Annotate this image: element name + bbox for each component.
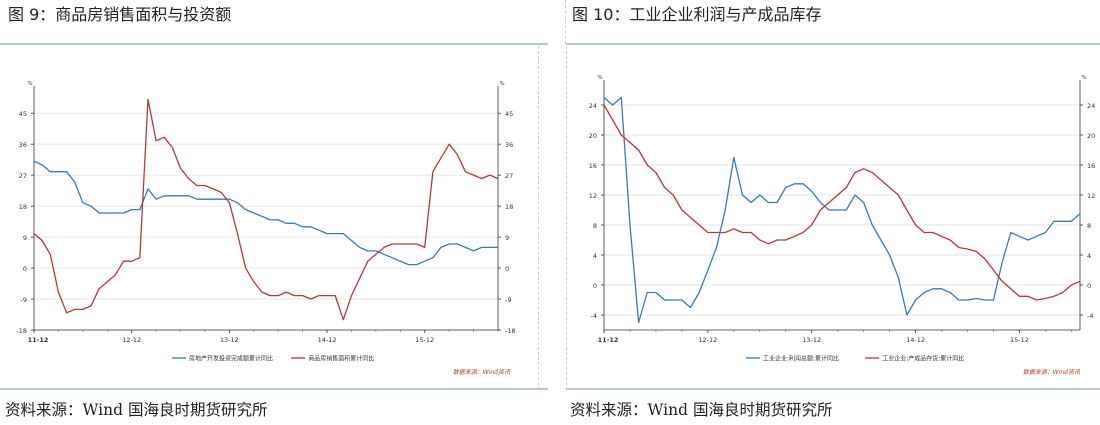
left-xtick-label: 14-12 [318,336,337,344]
right-title-rule [566,43,1100,45]
right-source-note: 数据来源：Wind资讯 [1023,368,1081,376]
left-title-rule [0,43,548,45]
right-series-line-2 [603,104,1081,301]
left-ytick-left: -18 [16,327,27,335]
left-ytick-left: 27 [19,172,27,180]
right-ytick-right: 8 [1087,222,1091,230]
right-ytick-right: 0 [1087,282,1091,290]
right-unit-left: % [597,75,602,81]
right-series-line-1 [603,96,1081,324]
left-legend-label-1: 房地产开发投资完成额累计同比 [189,355,273,363]
right-chart: 24 24 20 20 16 16 12 12 8 8 4 4 0 0 -4 -4% % 11-12 12-12 13… [589,75,1096,376]
left-ytick-right: 45 [505,110,513,118]
right-xtick-label: 13-12 [802,336,821,344]
left-panel-divider [538,46,539,390]
right-xtick-label: 15-12 [1010,336,1029,344]
right-ytick-right: 20 [1087,132,1095,140]
right-figure-title: 图 10：工业企业利润与产成品库存 [572,5,822,24]
left-figure-title: 图 9：商品房销售面积与投资额 [8,5,232,24]
right-ytick-left: 4 [593,252,597,260]
left-unit-left: % [27,81,32,87]
left-xtick-label: 13-12 [220,336,239,344]
right-ytick-left: 20 [589,132,597,140]
left-xtick-label: 15-12 [415,336,434,344]
right-ytick-right: -4 [1087,312,1093,320]
left-ytick-right: 0 [505,265,509,273]
right-legend-label-2: 工业企业:产成品存货:累计同比 [882,355,964,363]
right-source-rule [566,388,1100,390]
left-ytick-left: 9 [23,234,27,242]
left-ytick-right: -9 [505,296,511,304]
right-xtick-label: 14-12 [906,336,925,344]
right-ytick-left: -4 [591,312,597,320]
left-legend-label-2: 商品房销售面积累计同比 [308,355,374,363]
right-ytick-left: 24 [589,102,597,110]
left-source-note: 数据来源：Wind资讯 [453,368,511,376]
left-ytick-left: 0 [23,265,27,273]
right-source: 资料来源：Wind 国海良时期货研究所 [570,401,833,419]
left-unit-right: % [499,81,504,87]
right-ytick-left: 8 [593,222,597,230]
left-xtick-label: 11-12 [28,336,49,344]
left-ytick-left: 36 [19,141,27,149]
right-ytick-left: 0 [593,282,597,290]
left-source-rule [0,388,548,390]
right-ytick-left: 16 [589,162,597,170]
left-series-line-1 [33,160,498,266]
left-chart: 45 45 36 36 27 27 18 18 9 9 0 0 -9 -9 -18 -18% % 11-12 12-… [16,81,516,376]
left-ytick-right: -18 [505,327,516,335]
right-xtick-label: 11-12 [598,336,619,344]
right-xtick-label: 12-12 [698,336,717,344]
right-ytick-right: 12 [1087,192,1095,200]
right-ytick-right: 4 [1087,252,1091,260]
left-ytick-left: 18 [19,203,27,211]
right-ytick-right: 24 [1087,102,1095,110]
right-ytick-right: 16 [1087,162,1095,170]
left-ytick-right: 18 [505,203,513,211]
left-ytick-right: 9 [505,234,509,242]
left-ytick-right: 36 [505,141,513,149]
right-legend-label-1: 工业企业:利润总额:累计同比 [763,355,839,363]
left-series-line-2 [33,98,499,321]
right-unit-right: % [1081,75,1086,81]
left-xtick-label: 12-12 [122,336,141,344]
left-ytick-left: 45 [19,110,27,118]
left-ytick-right: 27 [505,172,513,180]
left-ytick-left: -9 [21,296,27,304]
right-panel-divider [566,46,567,390]
title-divider [565,0,566,44]
right-ytick-left: 12 [589,192,597,200]
left-source: 资料来源：Wind 国海良时期货研究所 [5,401,268,419]
